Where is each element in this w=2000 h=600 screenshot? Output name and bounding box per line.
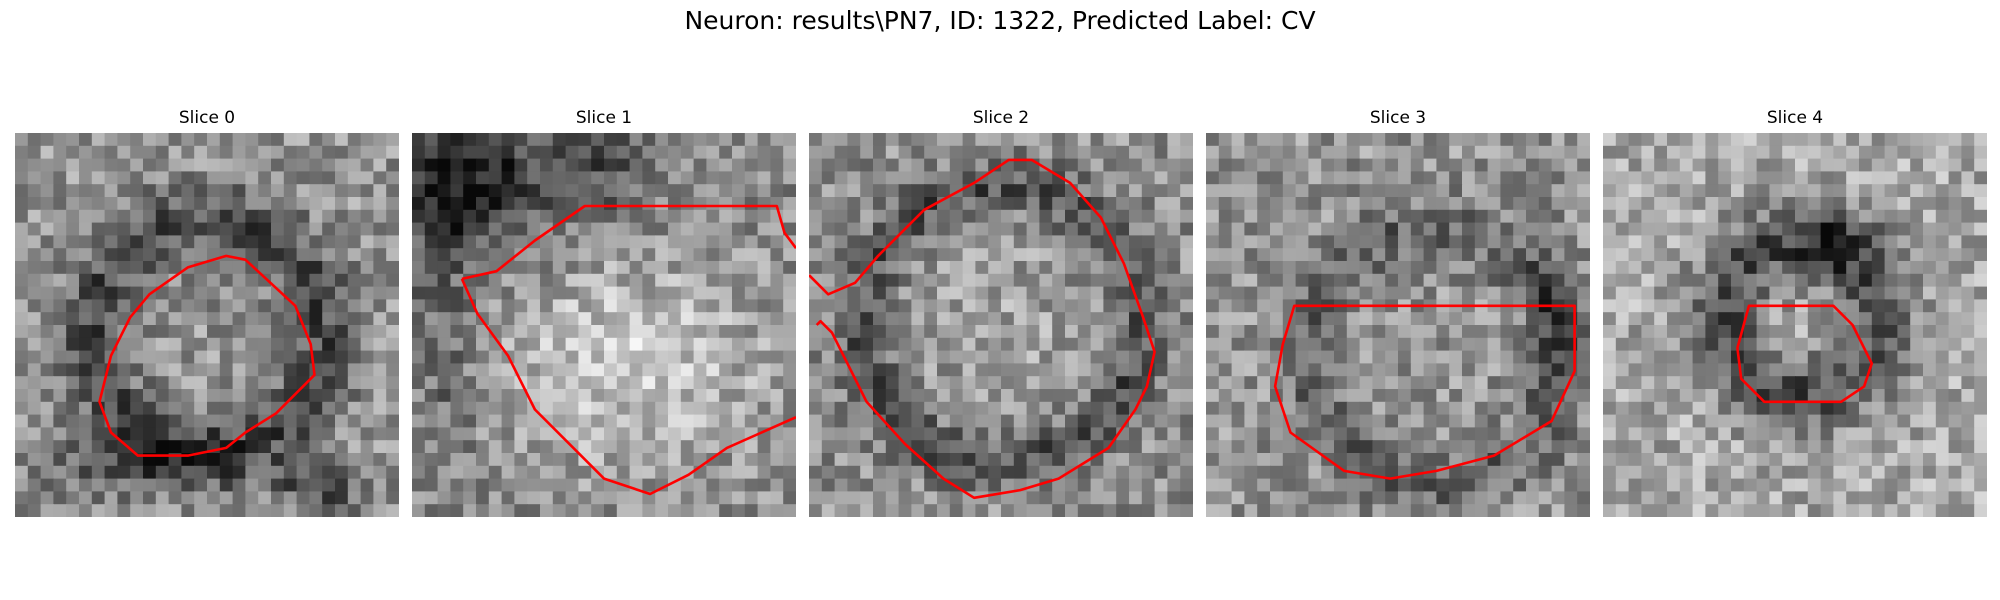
segmentation-contour bbox=[460, 278, 796, 496]
slice-image bbox=[1603, 133, 1987, 517]
slice-title: Slice 4 bbox=[1766, 108, 1824, 128]
figure-title: Neuron: results\PN7, ID: 1322, Predicted… bbox=[684, 6, 1316, 35]
segmentation-contour bbox=[461, 204, 796, 281]
slice-title: Slice 1 bbox=[575, 108, 633, 128]
segmentation-contour bbox=[1273, 304, 1576, 480]
segmentation-contour bbox=[809, 158, 1156, 500]
slice-image bbox=[1206, 133, 1590, 517]
segmentation-contour bbox=[98, 254, 316, 457]
slice-title: Slice 0 bbox=[178, 108, 236, 128]
slice-image bbox=[412, 133, 796, 517]
segmentation-contour bbox=[1736, 304, 1874, 404]
slice-image bbox=[809, 133, 1193, 517]
slice-title: Slice 3 bbox=[1369, 108, 1427, 128]
slice-image bbox=[15, 133, 399, 517]
slice-title: Slice 2 bbox=[972, 108, 1030, 128]
